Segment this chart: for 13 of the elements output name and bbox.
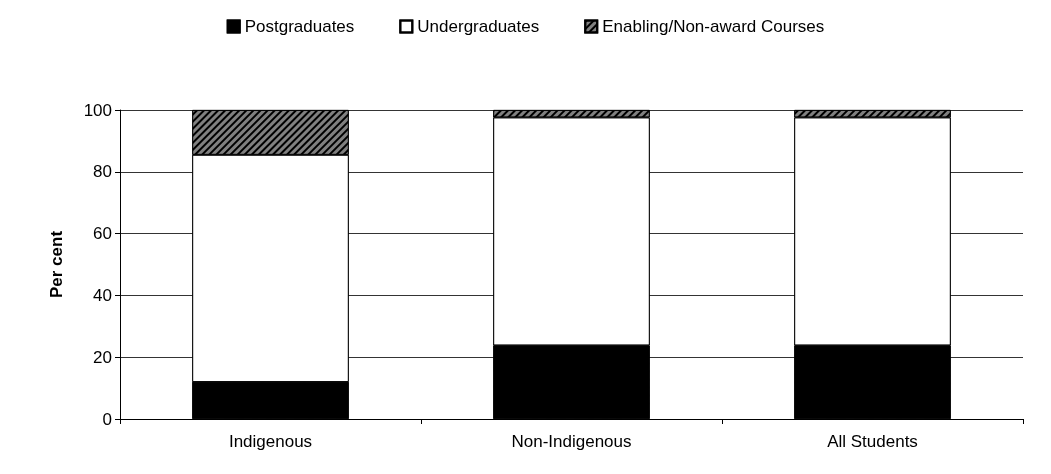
y-tick-label: 100 [83, 100, 112, 120]
y-tick-label: 80 [93, 162, 112, 182]
y-tick-label: 60 [93, 224, 112, 244]
legend-label: Enabling/Non-award Courses [602, 17, 825, 36]
y-axis-title: Per cent [47, 230, 66, 299]
y-tick-label: 40 [93, 285, 112, 305]
x-tick-label: Indigenous [228, 432, 313, 451]
legend-label: Undergraduates [417, 17, 540, 36]
y-tick-label: 0 [102, 409, 112, 429]
y-tick-label: 20 [93, 347, 112, 367]
x-tick-label: All Students [827, 432, 918, 451]
legend-label: Postgraduates [244, 17, 355, 36]
x-tick-label: Non-Indigenous [511, 432, 632, 451]
